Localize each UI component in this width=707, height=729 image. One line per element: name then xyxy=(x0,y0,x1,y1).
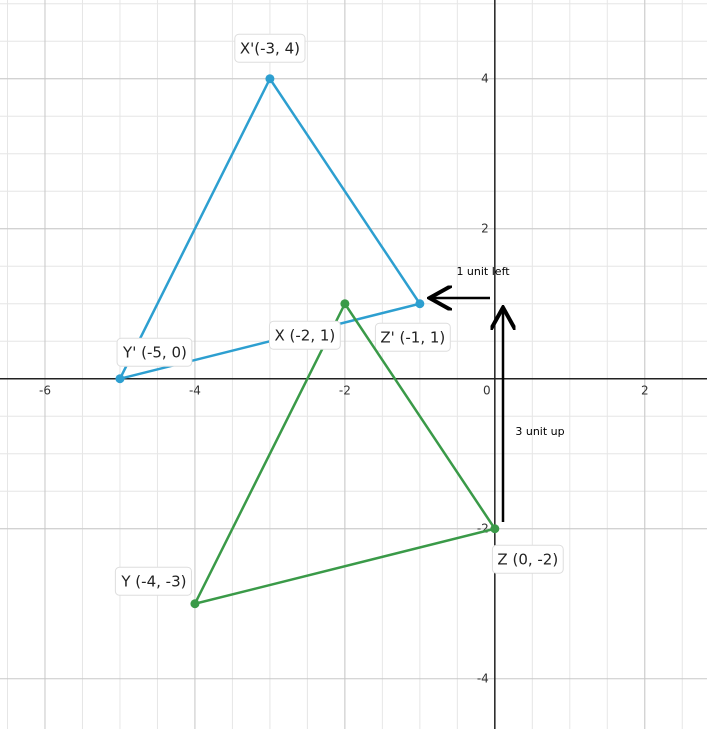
label-box xyxy=(116,337,193,367)
y-tick-label: 2 xyxy=(481,221,489,235)
x-tick-label: 2 xyxy=(641,383,649,397)
label-box xyxy=(114,566,192,596)
y-tick-label: -2 xyxy=(477,521,489,535)
label-box xyxy=(374,322,451,352)
point xyxy=(340,299,350,309)
point-label: Y (-4, -3) xyxy=(120,572,186,590)
annotation: 3 unit up xyxy=(515,425,564,438)
point xyxy=(415,299,425,309)
point-label: X'(-3, 4) xyxy=(240,39,300,57)
label-box xyxy=(234,33,306,63)
point xyxy=(265,74,275,84)
x-tick-label: 0 xyxy=(483,383,491,397)
annotation: 1 unit left xyxy=(456,265,510,278)
point xyxy=(490,524,500,534)
point-label: X (-2, 1) xyxy=(274,326,335,344)
point xyxy=(190,599,200,609)
point xyxy=(115,374,125,384)
y-tick-label: 4 xyxy=(481,71,489,85)
label-box xyxy=(268,320,341,350)
point-label: Z' (-1, 1) xyxy=(380,328,445,346)
point-label: Z (0, -2) xyxy=(497,550,558,568)
x-tick-label: -4 xyxy=(189,383,201,397)
series-line xyxy=(192,301,497,606)
y-tick-label: -4 xyxy=(477,671,489,685)
x-tick-label: -6 xyxy=(39,383,51,397)
label-box xyxy=(491,544,564,574)
x-tick-label: -2 xyxy=(339,383,351,397)
point-label: Y' (-5, 0) xyxy=(122,343,187,361)
plot: X'(-3, 4) Y' (-5, 0) Z' (-1, 1) X (-2, 1) Y … xyxy=(114,33,564,609)
